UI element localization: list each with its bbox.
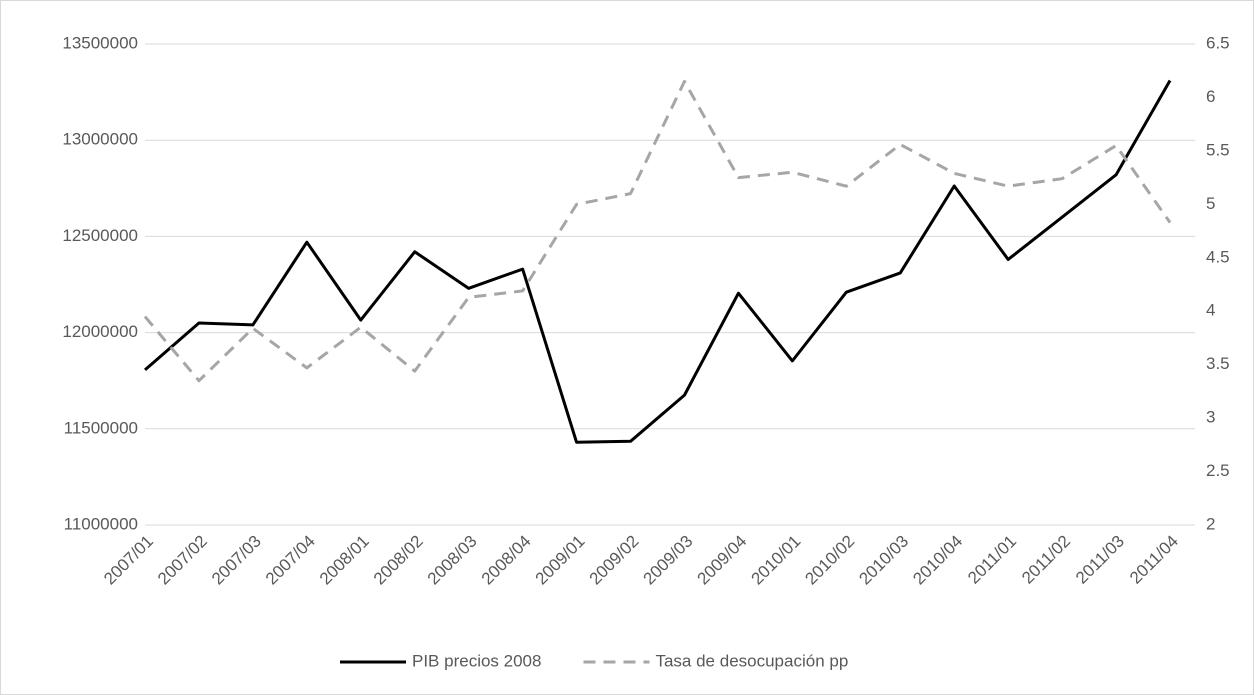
y-tick-label: 12000000: [62, 322, 138, 341]
y2-tick-label: 5: [1206, 194, 1215, 213]
y2-tick-label: 5.5: [1206, 140, 1230, 159]
y2-tick-label: 4: [1206, 301, 1215, 320]
y2-tick-label: 3: [1206, 408, 1215, 427]
y2-tick-label: 2: [1206, 514, 1215, 533]
y-tick-label: 11500000: [64, 418, 138, 437]
y-tick-label: 13000000: [62, 130, 138, 149]
y-tick-label: 13500000: [62, 33, 138, 52]
legend-label: Tasa de desocupación pp: [655, 651, 848, 670]
data-line: [143, 79, 1172, 383]
data-line: [144, 79, 1172, 444]
legend-label: PIB precios 2008: [412, 651, 541, 670]
y-tick-label: 12500000: [62, 226, 138, 245]
y2-tick-label: 6.5: [1206, 33, 1230, 52]
y2-tick-label: 6: [1206, 87, 1215, 106]
y2-tick-label: 4.5: [1206, 247, 1230, 266]
y-tick-label: 11000000: [64, 514, 138, 533]
y2-tick-label: 2.5: [1206, 461, 1230, 480]
y2-tick-label: 3.5: [1206, 354, 1230, 373]
